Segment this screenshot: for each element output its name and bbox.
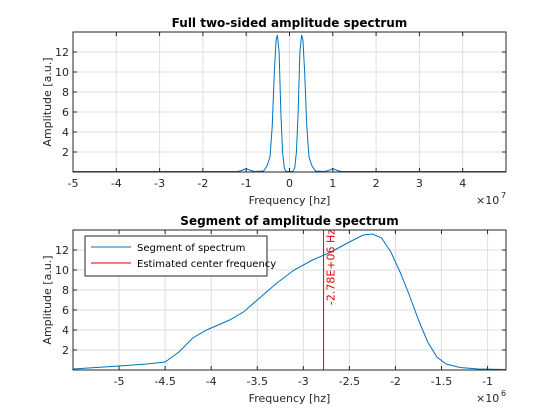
axes-box <box>72 229 507 371</box>
y-tick-label: 10 <box>55 264 69 277</box>
x-exponent-power: 7 <box>501 191 506 200</box>
x-exponent-label: ×10 <box>476 194 499 207</box>
x-tick-label: -4.5 <box>154 375 175 388</box>
annotation-label: -2.78E+06 Hz <box>325 229 338 305</box>
x-axis-label: Frequency [hz] <box>249 392 331 405</box>
x-exponent-power: 6 <box>501 389 506 398</box>
x-axis-label: Frequency [hz] <box>249 194 331 207</box>
x-tick-label: -5 <box>114 375 125 388</box>
y-tick-label: 4 <box>62 126 69 139</box>
chart-title: Segment of amplitude spectrum <box>180 214 398 228</box>
legend-box <box>84 235 268 277</box>
x-tick-label: -3 <box>298 375 309 388</box>
x-tick-label: -2.5 <box>339 375 360 388</box>
x-tick-label: -3.5 <box>247 375 268 388</box>
x-tick-label: -4 <box>111 177 122 190</box>
x-tick-label: 4 <box>459 177 466 190</box>
x-tick-label: -2 <box>390 375 401 388</box>
y-tick-label: 2 <box>62 344 69 357</box>
x-tick-label: -5 <box>68 177 79 190</box>
y-tick-label: 6 <box>62 304 69 317</box>
x-tick-label: 1 <box>329 177 336 190</box>
y-tick-label: 4 <box>62 324 69 337</box>
y-tick-label: 6 <box>62 106 69 119</box>
x-tick-label: 0 <box>286 177 293 190</box>
x-tick-label: -1 <box>482 375 493 388</box>
chart-title: Full two-sided amplitude spectrum <box>172 16 408 30</box>
y-tick-label: 2 <box>62 146 69 159</box>
y-tick-label: 12 <box>55 46 69 59</box>
y-tick-label: 8 <box>62 86 69 99</box>
x-exponent-label: ×10 <box>476 392 499 405</box>
x-tick-label: -4 <box>206 375 217 388</box>
y-axis-label: Amplitude [a.u.] <box>41 57 54 146</box>
x-tick-label: -1 <box>241 177 252 190</box>
y-axis-label: Amplitude [a.u.] <box>41 255 54 344</box>
legend-entry: Estimated center frequency <box>137 259 276 270</box>
x-tick-label: -2 <box>197 177 208 190</box>
y-tick-label: 10 <box>55 66 69 79</box>
series-line-1 <box>73 233 506 370</box>
legend-entry: Segment of spectrum <box>137 243 245 254</box>
x-tick-label: -1.5 <box>431 375 452 388</box>
y-tick-label: 8 <box>62 284 69 297</box>
plot-segment-spectrum: -2.78E+06 Hz -5 -4.5 -4 -3.5 -3 -2.5 -2 -1.5 -1 2 4… <box>41 214 507 405</box>
x-tick-label: -3 <box>154 177 165 190</box>
x-tick-label: 2 <box>373 177 380 190</box>
x-tick-label: 3 <box>416 177 423 190</box>
y-tick-label: 12 <box>55 244 69 257</box>
